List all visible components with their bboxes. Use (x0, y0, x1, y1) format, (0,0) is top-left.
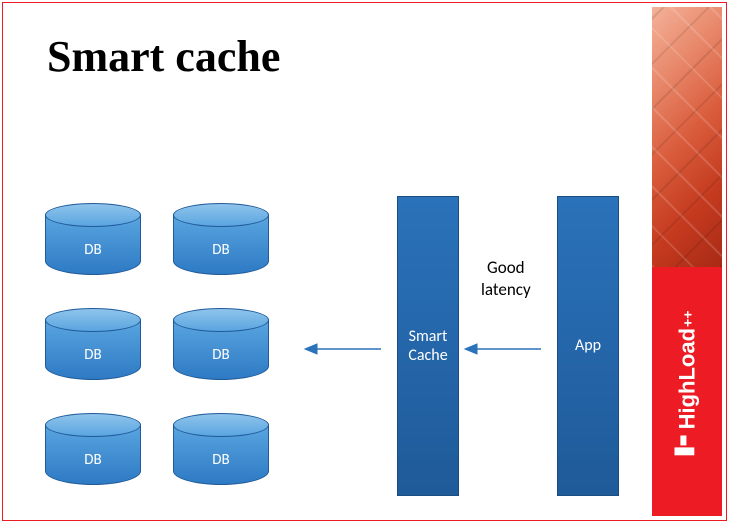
sidebar-pattern (652, 7, 722, 267)
app-bar: App (557, 196, 619, 496)
db-label: DB (45, 346, 141, 364)
slide-frame: Smart cache DB DB DB DB DB DB SmartCache… (2, 2, 727, 521)
db-cylinder: DB (45, 203, 141, 277)
smart-cache-label: SmartCache (408, 327, 447, 365)
brand-sidebar: HighLoad++ (652, 7, 722, 516)
smart-cache-bar: SmartCache (397, 196, 459, 496)
brand-logo: HighLoad++ (674, 311, 700, 456)
db-label: DB (173, 346, 269, 364)
db-label: DB (173, 451, 269, 469)
app-label: App (575, 336, 601, 355)
sidebar-brand-bg: HighLoad++ (652, 267, 722, 516)
brand-icon (674, 435, 700, 455)
arrow-app-to-cache (463, 341, 545, 357)
db-cylinder: DB (173, 308, 269, 382)
db-label: DB (45, 241, 141, 259)
arrow-cache-to-db (303, 341, 385, 357)
db-cylinder: DB (173, 203, 269, 277)
db-cylinder: DB (173, 413, 269, 487)
db-cylinder: DB (45, 308, 141, 382)
brand-suffix: ++ (679, 311, 695, 327)
db-cylinder: DB (45, 413, 141, 487)
db-label: DB (173, 241, 269, 259)
db-label: DB (45, 451, 141, 469)
latency-annotation: Good latency (481, 257, 531, 301)
brand-text: HighLoad (674, 328, 700, 429)
slide-title: Smart cache (47, 31, 280, 82)
